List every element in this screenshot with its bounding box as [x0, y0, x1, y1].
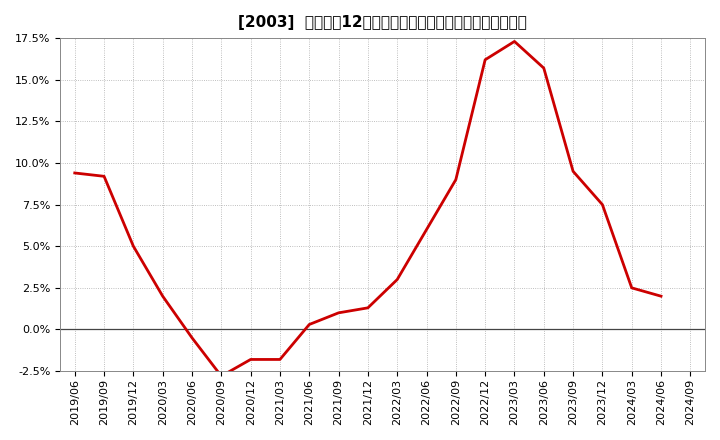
Title: [2003]  売上高の12か月移動合計の対前年同期増減率の推移: [2003] 売上高の12か月移動合計の対前年同期増減率の推移 — [238, 15, 527, 30]
